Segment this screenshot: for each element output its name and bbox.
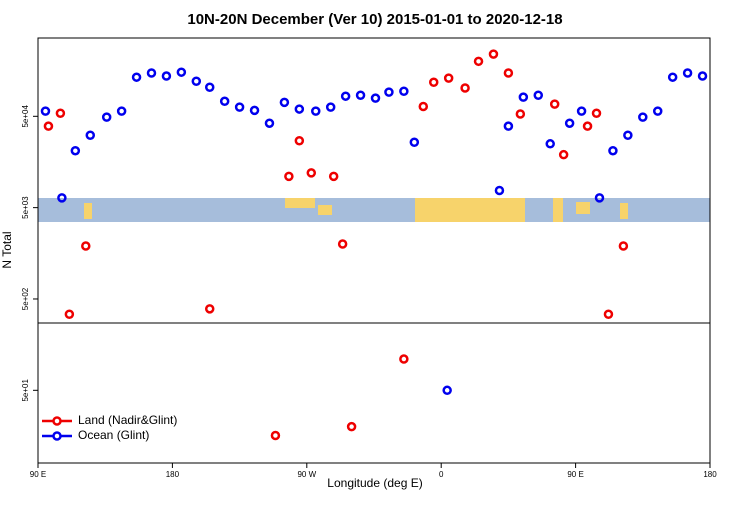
point	[399, 86, 409, 97]
point	[284, 171, 294, 182]
point	[264, 118, 275, 128]
point	[85, 130, 96, 141]
legend-label: Ocean (Glint)	[78, 428, 149, 442]
x-tick-label: 180	[166, 470, 180, 479]
point	[608, 145, 618, 156]
x-tick-label: 90 W	[297, 470, 316, 479]
point	[176, 67, 187, 77]
y-tick-label: 5e+02	[21, 287, 30, 310]
point	[533, 90, 544, 101]
point	[443, 73, 454, 83]
point	[81, 241, 91, 251]
point	[311, 106, 321, 116]
point	[204, 304, 215, 314]
point	[294, 104, 305, 114]
point	[652, 106, 663, 116]
x-tick-label: 180	[703, 470, 717, 479]
point	[667, 72, 678, 82]
point	[623, 130, 633, 141]
point	[346, 421, 357, 432]
point	[545, 139, 555, 149]
point	[355, 90, 366, 101]
point	[219, 96, 230, 107]
point	[494, 185, 505, 196]
point	[638, 112, 648, 122]
point	[582, 121, 593, 131]
point	[515, 109, 526, 119]
point	[270, 430, 281, 441]
point	[55, 108, 66, 119]
legend-marker	[52, 431, 62, 441]
point	[370, 93, 381, 103]
point	[306, 168, 317, 178]
legend-label: Land (Nadir&Glint)	[78, 413, 177, 427]
point	[340, 91, 351, 101]
point	[503, 68, 514, 78]
point	[594, 193, 605, 203]
x-tick-label: 0	[439, 470, 444, 479]
point	[64, 309, 75, 320]
plot-frame	[37, 37, 711, 464]
chart-title: 10N-20N December (Ver 10) 2015-01-01 to …	[187, 11, 562, 28]
point	[549, 99, 560, 109]
point	[399, 354, 409, 364]
x-tick-label: 90 E	[567, 470, 583, 479]
point	[249, 105, 260, 116]
point	[116, 106, 127, 116]
legend-marker	[52, 416, 62, 426]
point	[279, 97, 290, 108]
point	[57, 193, 67, 203]
point	[603, 309, 614, 320]
point	[328, 171, 339, 182]
point	[146, 68, 157, 78]
point	[234, 102, 245, 112]
point	[591, 108, 602, 119]
point	[337, 239, 348, 249]
point	[503, 121, 514, 131]
point	[428, 77, 439, 87]
point	[558, 149, 569, 160]
y-axis-label: N Total	[0, 231, 14, 268]
point	[564, 118, 575, 128]
x-axis-label: Longitude (deg E)	[327, 476, 422, 490]
point	[43, 121, 54, 131]
point	[518, 92, 529, 102]
y-tick-label: 5e+01	[21, 379, 30, 402]
point	[204, 82, 215, 93]
point	[576, 106, 587, 116]
point	[325, 102, 336, 112]
point	[409, 137, 420, 147]
y-tick-label: 5e+03	[21, 196, 30, 219]
point	[618, 241, 629, 251]
point	[70, 145, 81, 156]
point	[101, 112, 112, 122]
point	[460, 83, 470, 93]
map-strip	[38, 198, 710, 222]
point	[682, 68, 693, 78]
point	[40, 106, 51, 116]
point	[442, 385, 452, 396]
point	[473, 56, 484, 67]
point	[697, 71, 708, 81]
point	[191, 76, 202, 86]
point	[294, 135, 305, 146]
x-tick-label: 90 E	[30, 470, 46, 479]
y-tick-label: 5e+04	[21, 105, 30, 128]
point	[384, 87, 394, 97]
point	[488, 49, 499, 59]
point	[131, 72, 142, 82]
point	[161, 71, 172, 81]
point	[418, 101, 429, 112]
